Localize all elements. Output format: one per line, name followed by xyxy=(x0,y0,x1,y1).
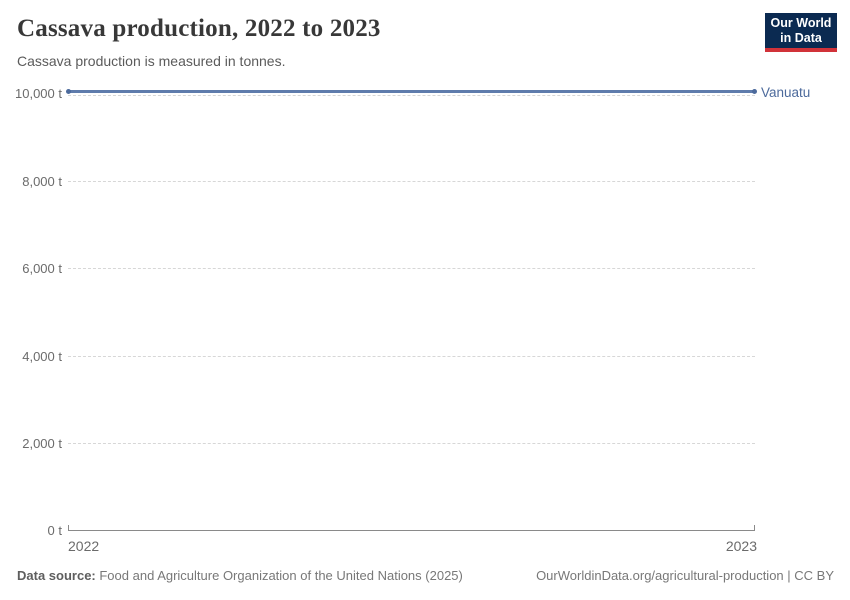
license-note[interactable]: OurWorldinData.org/agricultural-producti… xyxy=(536,568,834,583)
x-axis-line xyxy=(68,530,755,531)
data-source-note: Data source: Food and Agriculture Organi… xyxy=(17,568,463,583)
x-axis-tick-2022 xyxy=(68,525,69,530)
chart-title: Cassava production, 2022 to 2023 xyxy=(17,15,381,42)
xtick-label-2022: 2022 xyxy=(68,538,100,554)
ytick-label-8000: 8,000 t xyxy=(22,174,62,189)
series-end-dot[interactable] xyxy=(752,89,757,94)
xtick-label-2023: 2023 xyxy=(725,538,757,554)
owid-logo-line2: in Data xyxy=(780,30,822,45)
gridline-6000 xyxy=(68,268,755,269)
gridline-10000 xyxy=(68,95,755,96)
series-entity-label[interactable]: Vanuatu xyxy=(761,85,811,100)
chart-subtitle: Cassava production is measured in tonnes… xyxy=(17,53,286,69)
series-start-dot[interactable] xyxy=(66,89,71,94)
chart-footer: Data source: Food and Agriculture Organi… xyxy=(0,568,850,592)
series-line-vanuatu[interactable] xyxy=(68,90,755,93)
gridline-2000 xyxy=(68,443,755,444)
gridline-8000 xyxy=(68,181,755,182)
data-source-text: Food and Agriculture Organization of the… xyxy=(95,568,463,583)
gridline-4000 xyxy=(68,356,755,357)
owid-logo-line1: Our World xyxy=(770,15,832,30)
ytick-label-4000: 4,000 t xyxy=(22,349,62,364)
ytick-label-10000: 10,000 t xyxy=(15,86,62,101)
ytick-label-0: 0 t xyxy=(47,523,62,538)
x-axis-tick-2023 xyxy=(754,525,755,530)
data-source-label: Data source: xyxy=(17,568,96,583)
owid-logo[interactable]: Our World in Data xyxy=(765,13,837,52)
ytick-label-6000: 6,000 t xyxy=(22,261,62,276)
ytick-label-2000: 2,000 t xyxy=(22,436,62,451)
